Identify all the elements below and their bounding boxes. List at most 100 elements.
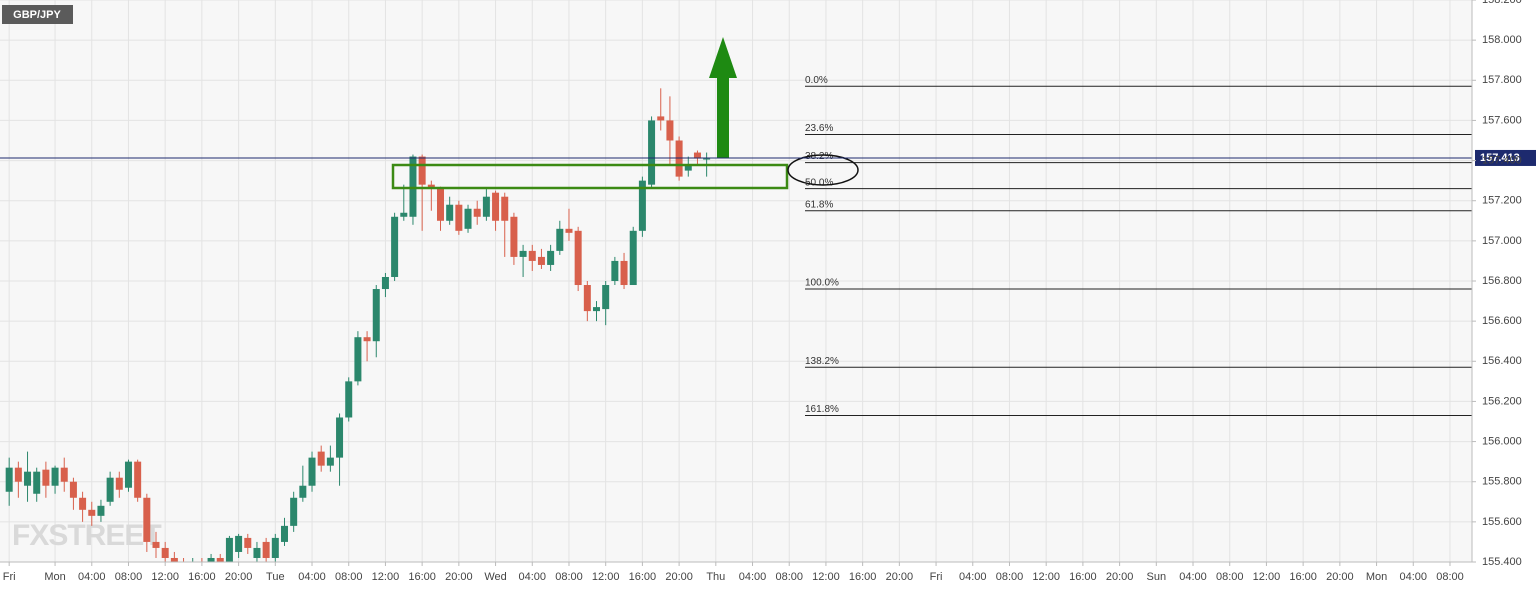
candle-body: [583, 285, 591, 312]
chart-title: GBP/JPY: [13, 9, 61, 21]
fib-label: 61.8%: [805, 199, 833, 210]
x-tick-label: 12:00: [1032, 571, 1060, 583]
candle-body: [409, 156, 417, 217]
y-tick-label: 156.200: [1482, 395, 1522, 407]
x-tick-label: 12:00: [151, 571, 179, 583]
x-tick-label: 20:00: [445, 571, 473, 583]
candle-body: [271, 537, 279, 558]
candle-body: [262, 541, 270, 558]
candle-body: [42, 469, 50, 486]
candle-body: [620, 260, 628, 286]
candle-body: [235, 535, 243, 552]
y-tick-label: 157.400: [1482, 154, 1522, 166]
x-tick-label: 04:00: [519, 571, 547, 583]
y-tick-label: 157.000: [1482, 235, 1522, 247]
candle-body: [455, 204, 463, 231]
x-tick-label: 08:00: [775, 571, 803, 583]
candle-body: [161, 547, 169, 558]
x-tick-label: 08:00: [115, 571, 143, 583]
y-tick-label: 156.800: [1482, 275, 1522, 287]
candle-body: [648, 120, 656, 185]
candle-body: [88, 509, 96, 516]
fib-label: 50.0%: [805, 177, 833, 188]
candle-body: [593, 307, 601, 312]
x-tick-label: 16:00: [1289, 571, 1317, 583]
y-tick-label: 155.800: [1482, 476, 1522, 488]
candle-body: [611, 260, 619, 281]
candle-body: [381, 276, 389, 290]
x-tick-label: 16:00: [629, 571, 657, 583]
candle-body: [308, 457, 316, 486]
candle-body: [492, 192, 500, 221]
x-tick-label: Mon: [44, 571, 65, 583]
fib-label: 0.0%: [805, 75, 828, 86]
candle-body: [354, 337, 362, 382]
candle-body: [501, 196, 509, 221]
candle-body: [225, 537, 233, 562]
fib-label: 100.0%: [805, 278, 839, 289]
candle-body: [97, 505, 105, 516]
x-tick-label: Wed: [484, 571, 506, 583]
fib-label: 138.2%: [805, 356, 839, 367]
candle-body: [60, 467, 68, 482]
x-tick-label: 20:00: [1106, 571, 1134, 583]
candle-body: [547, 250, 555, 265]
candle-body: [537, 256, 545, 265]
candle-body: [51, 467, 59, 486]
x-tick-label: 20:00: [665, 571, 693, 583]
x-tick-label: 08:00: [1436, 571, 1464, 583]
candle-body: [143, 497, 151, 542]
candle-body: [280, 525, 288, 542]
x-tick-label: 04:00: [298, 571, 326, 583]
candle-body: [427, 184, 435, 189]
y-tick-label: 157.800: [1482, 74, 1522, 86]
candle-body: [363, 337, 371, 342]
candle-body: [574, 230, 582, 286]
candle-body: [482, 196, 490, 217]
candle-body: [693, 152, 701, 159]
candle-body: [69, 481, 77, 498]
watermark: FXSTREET: [12, 519, 161, 552]
x-tick-label: 08:00: [1216, 571, 1244, 583]
x-tick-label: Mon: [1366, 571, 1387, 583]
x-tick-label: Thu: [706, 571, 725, 583]
axes: 155.400 155.600 155.800 156.000 156.200 156.4…: [3, 0, 1522, 583]
y-tick-label: 157.200: [1482, 195, 1522, 207]
current-price-tag: [1475, 149, 1536, 166]
current-price-label: 157.413: [1480, 152, 1520, 164]
x-tick-label: 20:00: [1326, 571, 1354, 583]
fibonacci-levels: 0.0% 23.6% 38.2% 50.0% 61.8% 100.0% 138.2% 161.…: [805, 75, 1472, 416]
x-tick-label: 12:00: [812, 571, 840, 583]
candle-body: [207, 557, 215, 562]
candle-body: [290, 497, 298, 526]
candle-body: [391, 216, 399, 277]
current-price: 157.413: [0, 149, 1536, 166]
candle-body: [216, 557, 224, 562]
fib-label: 38.2%: [805, 151, 833, 162]
candle-body: [244, 537, 252, 548]
up-arrow: [709, 37, 737, 158]
candle-body: [464, 208, 472, 229]
candle-body: [675, 140, 683, 177]
y-tick-label: 156.000: [1482, 435, 1522, 447]
resistance-box: [391, 163, 789, 190]
candle-body: [345, 381, 353, 418]
y-tick-label: 157.600: [1482, 114, 1522, 126]
candle-body: [79, 497, 87, 510]
x-tick-label: 20:00: [886, 571, 914, 583]
candle-body: [24, 471, 32, 486]
candle-body: [519, 250, 527, 257]
x-tick-label: 12:00: [1253, 571, 1281, 583]
candle-body: [703, 158, 711, 160]
x-tick-label: 04:00: [739, 571, 767, 583]
candle-body: [14, 467, 22, 482]
candle-body: [336, 417, 344, 458]
candle-body: [400, 212, 408, 217]
title-box: [2, 5, 73, 24]
x-tick-label: 12:00: [592, 571, 620, 583]
candle-body: [638, 180, 646, 231]
candle-body: [629, 230, 637, 286]
candle-body: [152, 541, 160, 548]
highlight-ellipse: [787, 154, 859, 186]
